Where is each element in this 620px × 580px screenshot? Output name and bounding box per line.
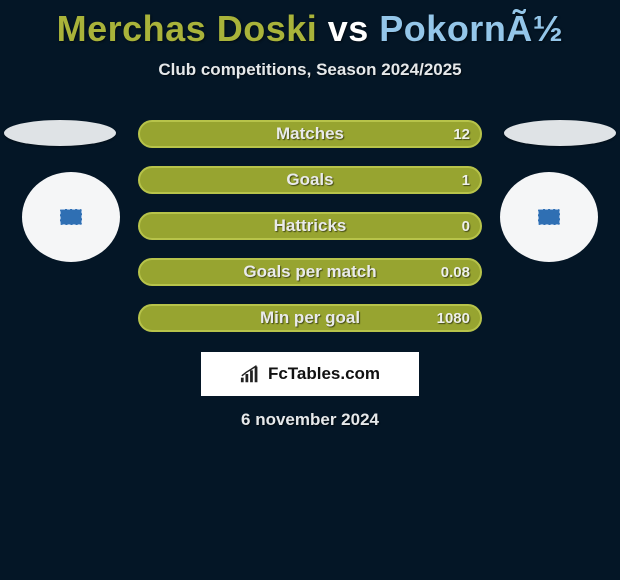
stat-row: Goals per match 0.08 [138,258,482,286]
stat-value: 1080 [437,310,470,327]
stat-label: Goals per match [243,262,376,282]
player2-avatar-circle [500,172,598,262]
player2-name: PokornÃ½ [379,8,563,49]
stat-row: Goals 1 [138,166,482,194]
fctables-logo-icon [240,364,262,384]
snapshot-date: 6 november 2024 [0,410,620,430]
vs-separator: vs [317,8,379,49]
comparison-title: Merchas Doski vs PokornÃ½ [0,0,620,50]
stat-value: 12 [453,126,470,143]
player1-avatar-circle [22,172,120,262]
player1-name: Merchas Doski [57,8,318,49]
stat-label: Min per goal [260,308,360,328]
player1-ellipse [4,120,116,146]
stat-row: Hattricks 0 [138,212,482,240]
stat-label: Goals [286,170,333,190]
branding-text: FcTables.com [268,364,380,384]
season-subtitle: Club competitions, Season 2024/2025 [0,60,620,80]
stat-value: 0.08 [441,264,470,281]
stat-value: 1 [462,172,470,189]
stat-row: Matches 12 [138,120,482,148]
branding-banner: FcTables.com [201,352,419,396]
stat-bars: Matches 12 Goals 1 Hattricks 0 Goals per… [138,120,482,350]
player2-ellipse [504,120,616,146]
stat-value: 0 [462,218,470,235]
stat-label: Hattricks [274,216,347,236]
stat-label: Matches [276,124,344,144]
stat-row: Min per goal 1080 [138,304,482,332]
comparison-chart: Matches 12 Goals 1 Hattricks 0 Goals per… [0,120,620,340]
placeholder-badge-icon [538,209,560,225]
placeholder-badge-icon [60,209,82,225]
